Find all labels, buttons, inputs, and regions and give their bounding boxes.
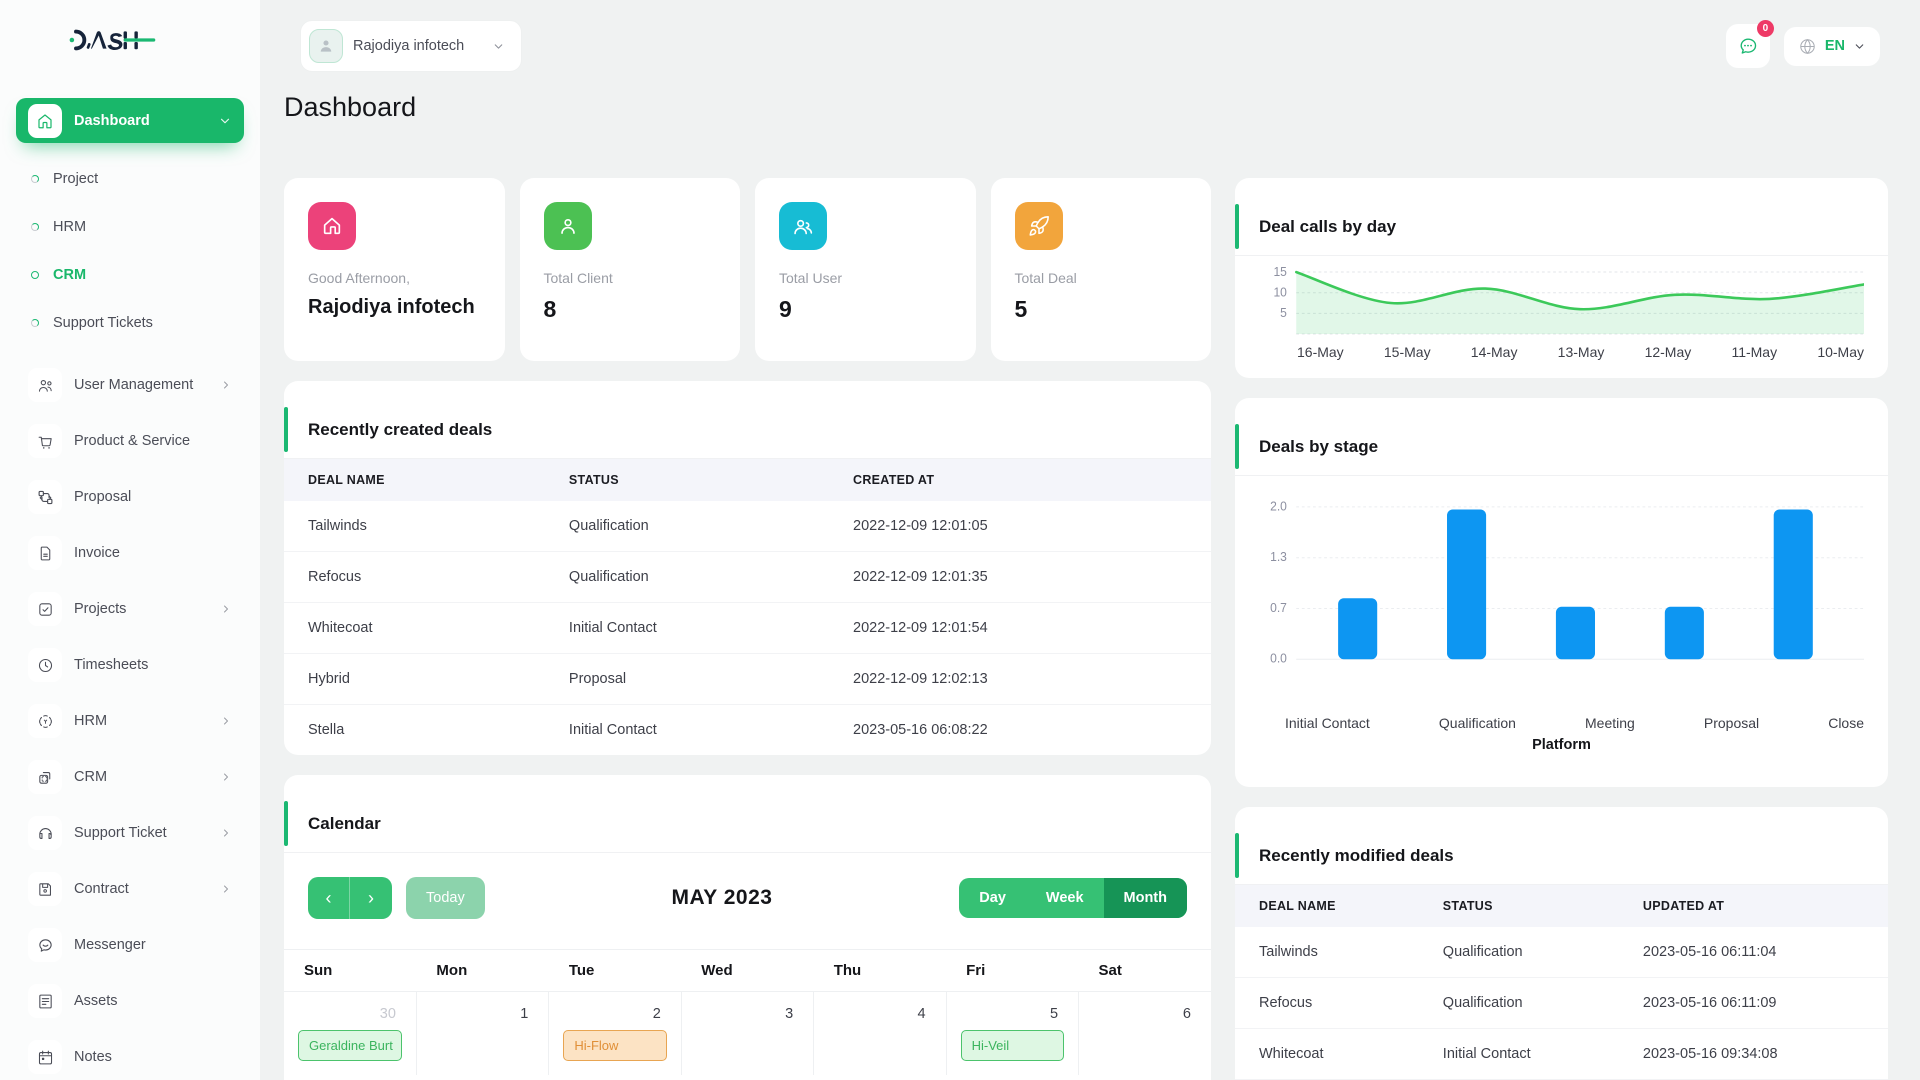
svg-text:0.0: 0.0 bbox=[1270, 651, 1287, 665]
svg-text:2.0: 2.0 bbox=[1270, 499, 1287, 513]
svg-text:1.3: 1.3 bbox=[1270, 550, 1287, 564]
svg-text:10: 10 bbox=[1273, 285, 1286, 299]
svg-text:5: 5 bbox=[1280, 306, 1287, 320]
svg-text:0.7: 0.7 bbox=[1270, 600, 1287, 614]
svg-text:15: 15 bbox=[1273, 265, 1286, 279]
